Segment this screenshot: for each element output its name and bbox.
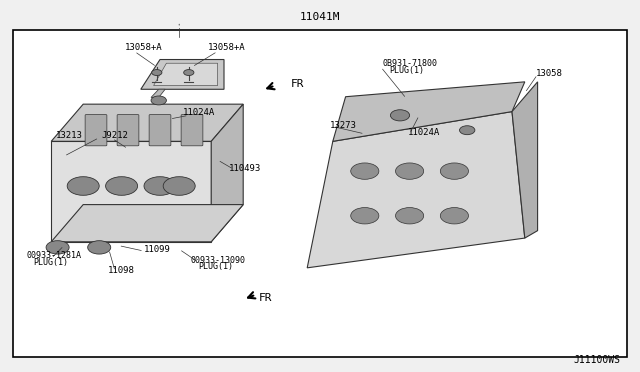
Text: 11099: 11099 [144,246,171,254]
Circle shape [184,70,194,76]
Polygon shape [307,112,525,268]
Circle shape [67,177,99,195]
Text: PLUG(1): PLUG(1) [389,66,424,75]
Circle shape [46,241,69,254]
Text: 13058: 13058 [536,69,563,78]
Circle shape [144,177,176,195]
Circle shape [163,177,195,195]
Polygon shape [51,104,243,141]
Text: 11098: 11098 [108,266,134,275]
Circle shape [440,163,468,179]
Circle shape [460,126,475,135]
Text: 13273: 13273 [330,121,356,130]
Circle shape [396,208,424,224]
Polygon shape [512,82,538,238]
FancyBboxPatch shape [117,115,139,146]
FancyBboxPatch shape [85,115,107,146]
Circle shape [152,70,162,76]
FancyBboxPatch shape [149,115,171,146]
Text: 11041M: 11041M [300,12,340,22]
Text: 110493: 110493 [229,164,261,173]
Text: 13058+A: 13058+A [208,43,246,52]
Circle shape [440,208,468,224]
Circle shape [88,241,111,254]
Circle shape [151,96,166,105]
Polygon shape [211,104,243,242]
Text: 13213: 13213 [56,131,83,140]
Text: 00933-13090: 00933-13090 [191,256,246,265]
Text: J9212: J9212 [101,131,128,140]
FancyBboxPatch shape [181,115,203,146]
Text: FR: FR [259,294,273,303]
Circle shape [390,110,410,121]
Text: PLUG(1): PLUG(1) [198,262,234,271]
Polygon shape [141,60,224,89]
Polygon shape [333,82,525,141]
Circle shape [396,163,424,179]
Polygon shape [151,89,165,97]
Polygon shape [51,141,211,242]
Text: 0B931-71800: 0B931-71800 [383,60,438,68]
Text: 11024A: 11024A [408,128,440,137]
Text: 11024A: 11024A [182,108,214,117]
FancyBboxPatch shape [13,30,627,357]
Circle shape [106,177,138,195]
Text: PLUG(1): PLUG(1) [33,258,68,267]
Polygon shape [154,63,218,86]
Text: 13058+A: 13058+A [125,43,163,52]
Circle shape [351,163,379,179]
Text: FR: FR [291,79,305,89]
Circle shape [351,208,379,224]
Polygon shape [51,205,243,242]
Text: 00933-1281A: 00933-1281A [27,251,82,260]
Text: J11100WS: J11100WS [574,355,621,365]
